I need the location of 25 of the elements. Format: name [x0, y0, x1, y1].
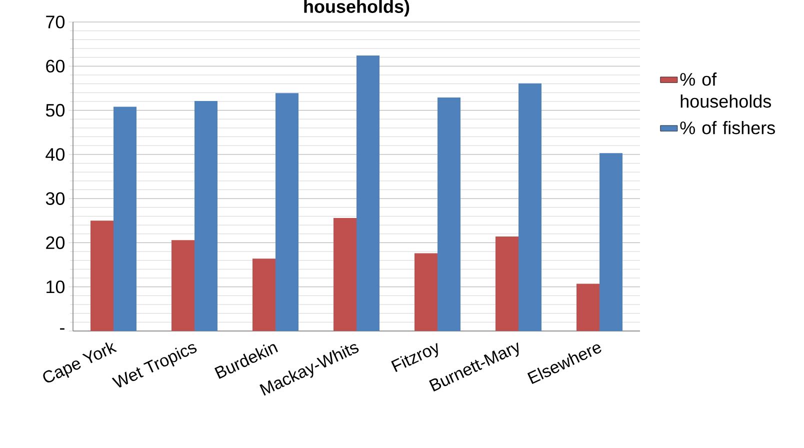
bar: [194, 101, 218, 331]
y-tick-label: -: [60, 328, 64, 330]
bar: [114, 106, 136, 331]
y-tick-label: 30: [46, 192, 65, 205]
bar: [356, 56, 380, 331]
bar: [276, 93, 299, 331]
chart-title: households): [304, 0, 410, 17]
y-tick-label: 70: [46, 16, 65, 28]
bar: [414, 253, 438, 331]
bar: [518, 83, 542, 331]
bar: [576, 284, 600, 331]
bar: [172, 240, 194, 331]
legend-label: % of households: [680, 72, 771, 108]
y-tick-label: 50: [46, 104, 65, 117]
y-tick-label: 10: [46, 280, 65, 294]
legend-label: % of fishers: [680, 121, 775, 134]
bar: [252, 258, 276, 331]
bar: [438, 97, 461, 331]
bar: [90, 220, 114, 331]
bar: [496, 236, 519, 331]
y-tick-label: 20: [46, 236, 65, 250]
bar: [600, 153, 623, 331]
y-tick-label: 60: [46, 60, 65, 73]
bar: [334, 218, 357, 331]
y-tick-label: 40: [46, 148, 65, 161]
